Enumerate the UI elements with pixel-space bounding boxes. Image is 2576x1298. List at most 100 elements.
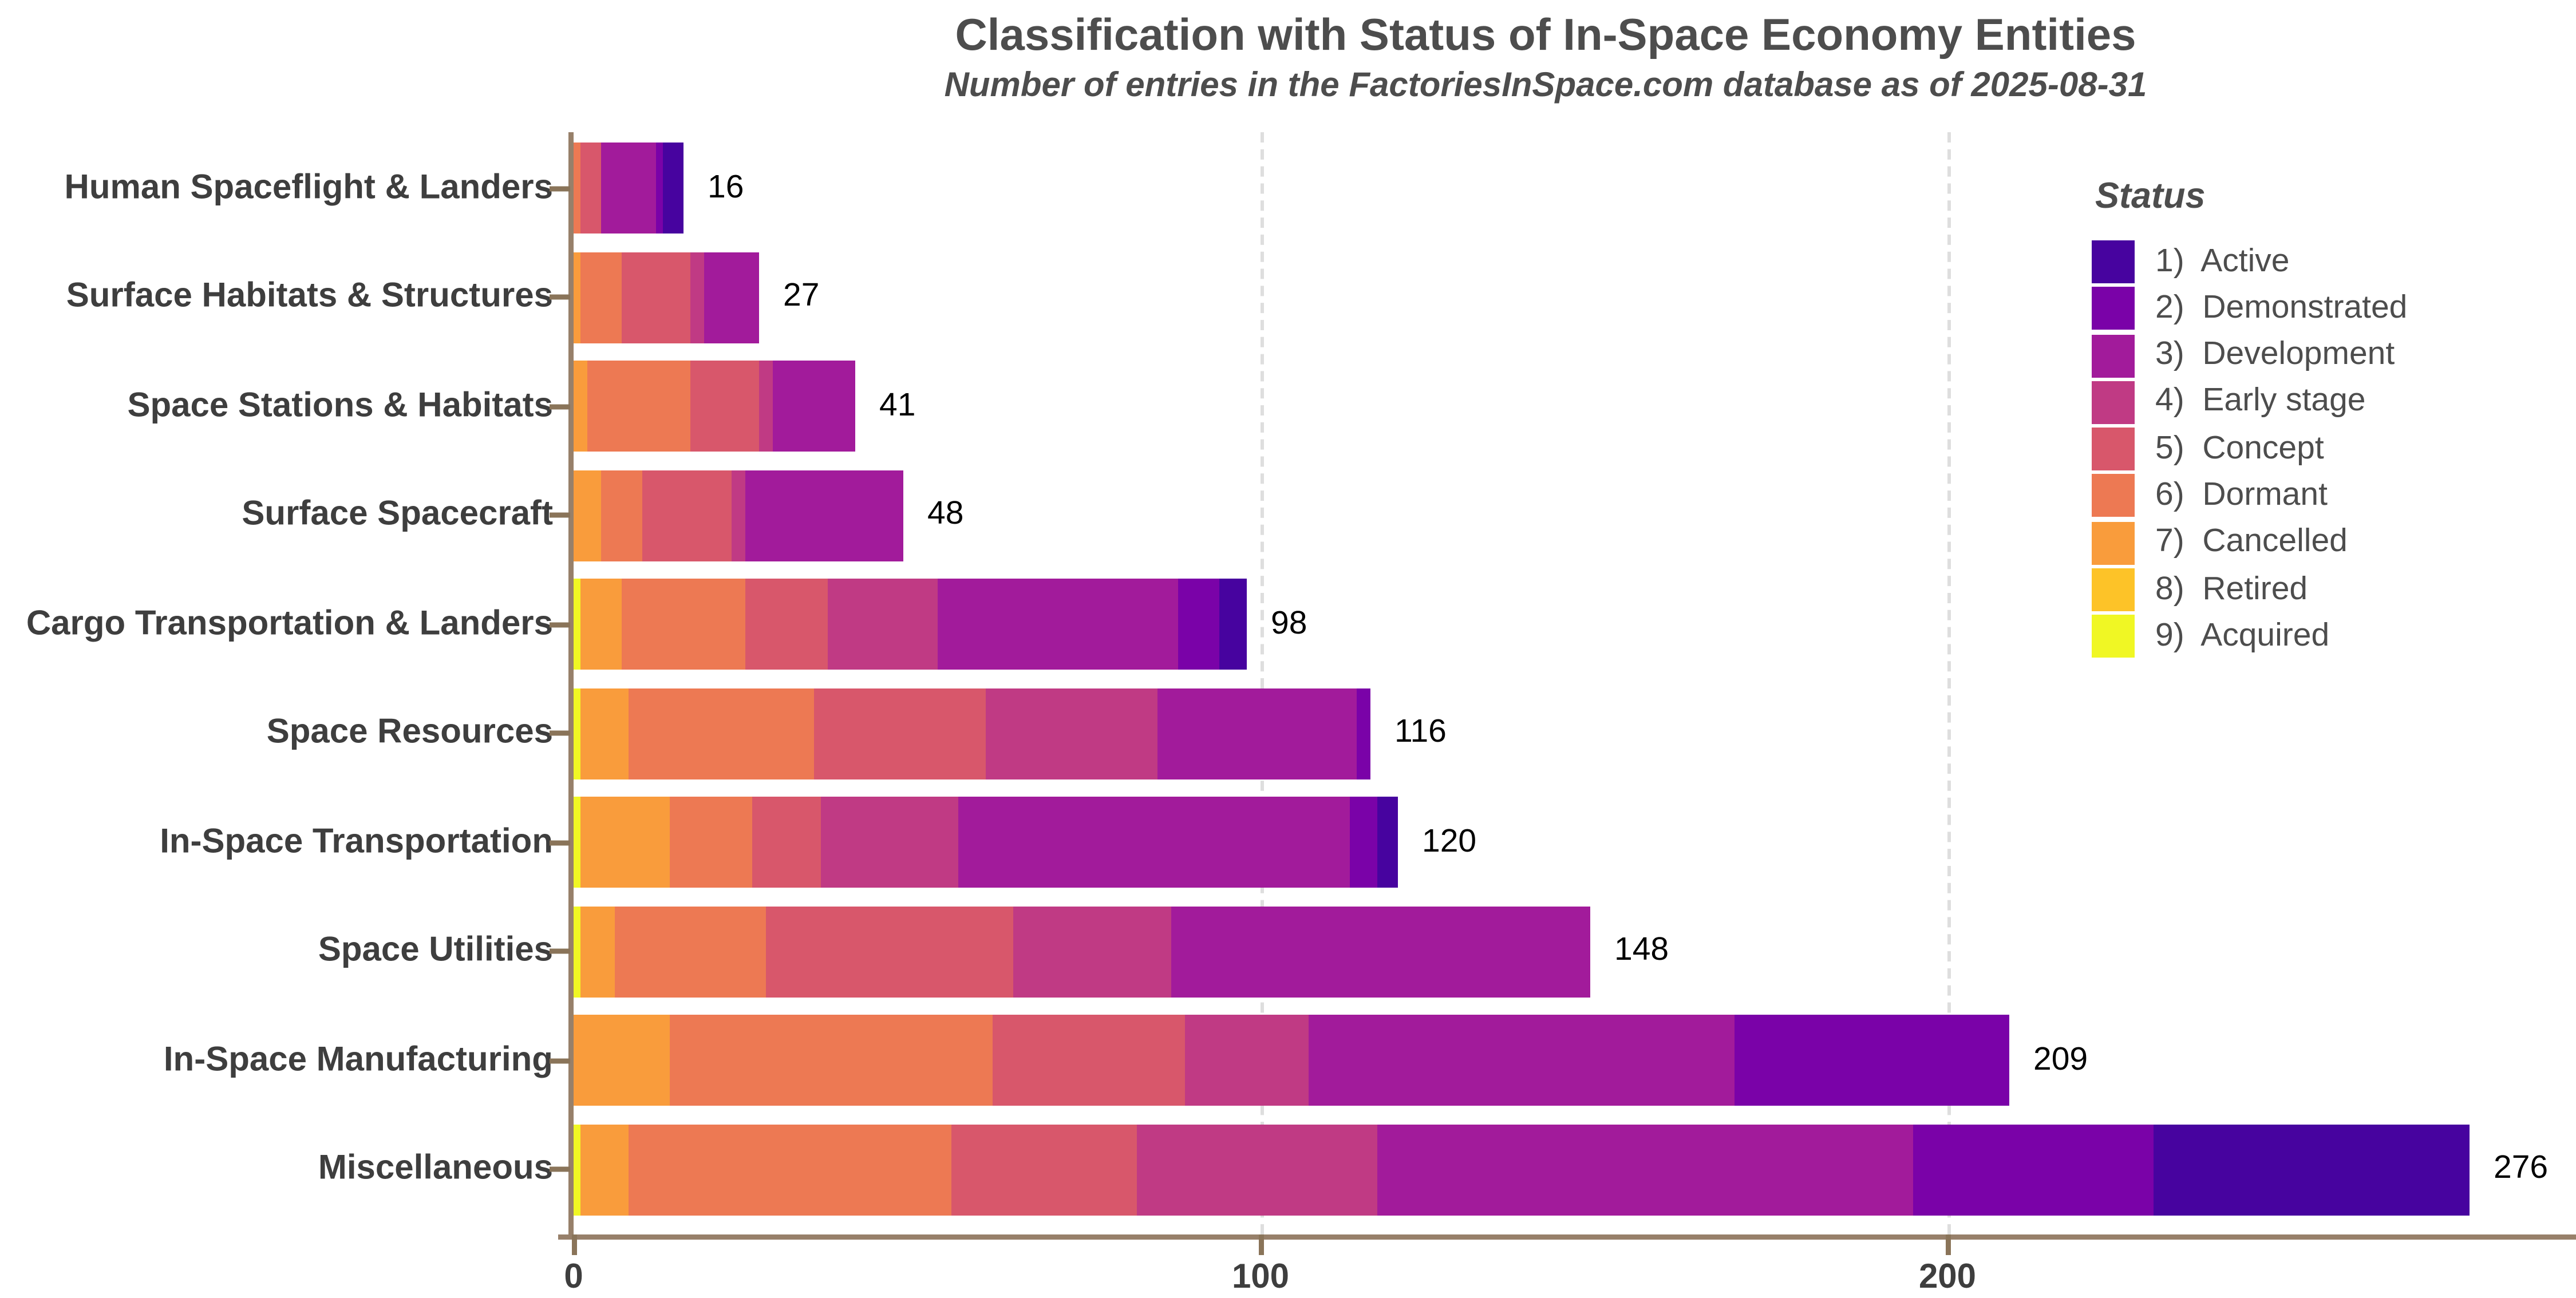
legend-item-label: 3) Development <box>2155 337 2395 373</box>
bar-segment-acquired <box>574 688 580 779</box>
chart-row: Miscellaneous 276 <box>0 1115 2576 1225</box>
stacked-bar-human-spaceflight-landers <box>574 143 683 234</box>
legend: Status 1) Active 2) Demonstrated 3) Develo… <box>2092 177 2564 662</box>
bar-segment-development <box>704 252 759 343</box>
legend-swatch-early-stage <box>2092 381 2135 424</box>
bar-segment-early-stage <box>759 361 773 452</box>
value-label: 48 <box>927 496 964 533</box>
chart-row: Surface Spacecraft 48 <box>0 461 2576 571</box>
y-axis-label: Space Utilities <box>318 932 553 970</box>
legend-swatch-retired <box>2092 568 2135 612</box>
bar-segment-early-stage <box>732 470 745 561</box>
chart-row: Human Spaceflight & Landers 16 <box>0 134 2576 243</box>
legend-swatch-development <box>2092 334 2135 377</box>
bar-segment-concept <box>745 579 828 670</box>
y-axis-tick <box>550 295 570 300</box>
bar-segment-cancelled <box>574 361 587 452</box>
legend-swatch-active <box>2092 240 2135 283</box>
y-axis-tick <box>550 513 570 519</box>
bar-segment-active <box>2154 1124 2470 1216</box>
stacked-bar-surface-habitats-structures <box>574 252 759 343</box>
bar-segment-early-stage <box>1185 1015 1309 1106</box>
bar-segment-concept <box>580 143 601 234</box>
y-axis-tick <box>550 622 570 627</box>
stacked-bar-miscellaneous <box>574 1124 2470 1216</box>
bar-segment-demonstrated <box>1735 1015 2009 1106</box>
legend-item-label: 5) Concept <box>2155 430 2324 467</box>
bar-segment-cancelled <box>580 797 670 888</box>
legend-items: 1) Active 2) Demonstrated 3) Development 4)… <box>2092 240 2564 659</box>
bar-segment-cancelled <box>580 579 622 670</box>
chart-row: Cargo Transportation & Landers 98 <box>0 570 2576 679</box>
value-label: 16 <box>708 169 744 206</box>
bar-segment-development <box>601 143 656 234</box>
bar-segment-concept <box>814 688 986 779</box>
bar-segment-early-stage <box>690 252 704 343</box>
legend-item-label: 4) Early stage <box>2155 383 2366 420</box>
bar-segment-active <box>663 143 683 234</box>
legend-swatch-acquired <box>2092 615 2135 659</box>
legend-item-dormant: 6) Dormant <box>2092 474 2564 518</box>
x-axis-tick <box>572 1234 577 1255</box>
bar-segment-early-stage <box>821 797 958 888</box>
y-axis-label: Human Spaceflight & Landers <box>64 168 554 207</box>
bar-segment-development <box>1157 688 1357 779</box>
value-label: 41 <box>879 387 916 424</box>
value-label: 98 <box>1271 606 1307 642</box>
y-axis-tick <box>550 840 570 845</box>
stacked-bar-space-stations-habitats <box>574 361 855 452</box>
value-label: 120 <box>1422 824 1477 860</box>
y-axis-tick <box>550 949 570 955</box>
y-axis-tick <box>550 403 570 409</box>
bar-segment-early-stage <box>1137 1124 1377 1216</box>
legend-item-development: 3) Development <box>2092 334 2564 377</box>
chart-row: Space Utilities 148 <box>0 897 2576 1007</box>
bar-segment-development <box>1377 1124 1913 1216</box>
bar-segment-dormant <box>670 797 752 888</box>
bar-segment-dormant <box>574 143 580 234</box>
y-axis-tick <box>550 185 570 191</box>
bar-segment-dormant <box>629 688 814 779</box>
chart-row: In-Space Manufacturing 209 <box>0 1006 2576 1115</box>
bar-segment-demonstrated <box>1913 1124 2154 1216</box>
chart-title: Classification with Status of In-Space E… <box>955 9 2136 60</box>
legend-item-demonstrated: 2) Demonstrated <box>2092 287 2564 330</box>
bar-segment-dormant <box>601 470 642 561</box>
y-axis-label: Surface Spacecraft <box>242 496 553 534</box>
bar-segment-concept <box>951 1124 1137 1216</box>
bar-segment-cancelled <box>574 470 601 561</box>
chart-row: In-Space Transportation 120 <box>0 788 2576 897</box>
y-axis-label: Space Stations & Habitats <box>127 386 553 425</box>
bar-segment-demonstrated <box>1178 579 1219 670</box>
x-axis-tick-label: 0 <box>564 1259 583 1296</box>
y-axis-line <box>568 132 574 1240</box>
chart-row: Space Stations & Habitats 41 <box>0 352 2576 461</box>
bar-segment-development <box>773 361 855 452</box>
stacked-bar-space-resources <box>574 688 1370 779</box>
bar-segment-development <box>1171 906 1590 998</box>
bar-segment-acquired <box>574 906 580 998</box>
y-axis-label: Surface Habitats & Structures <box>66 278 553 316</box>
bar-segment-early-stage <box>986 688 1157 779</box>
legend-item-active: 1) Active <box>2092 240 2564 283</box>
legend-item-label: 6) Dormant <box>2155 477 2328 513</box>
legend-item-label: 8) Retired <box>2155 571 2308 607</box>
y-axis-tick <box>550 731 570 737</box>
bar-segment-dormant <box>622 579 745 670</box>
value-label: 116 <box>1394 714 1447 751</box>
bar-segment-demonstrated <box>656 143 663 234</box>
bar-segment-concept <box>642 470 732 561</box>
legend-item-label: 9) Acquired <box>2155 618 2330 654</box>
bar-segment-dormant <box>670 1015 993 1106</box>
legend-item-label: 1) Active <box>2155 243 2290 279</box>
bar-segment-acquired <box>574 1124 580 1216</box>
bar-segment-cancelled <box>580 688 629 779</box>
x-axis-line <box>558 1234 2576 1240</box>
gridline-x-100 <box>1261 132 1264 1234</box>
y-axis-tick <box>550 1167 570 1173</box>
bar-segment-development <box>938 579 1178 670</box>
bar-segment-acquired <box>574 797 580 888</box>
bar-segment-concept <box>752 797 821 888</box>
y-axis-label: Space Resources <box>266 714 553 752</box>
